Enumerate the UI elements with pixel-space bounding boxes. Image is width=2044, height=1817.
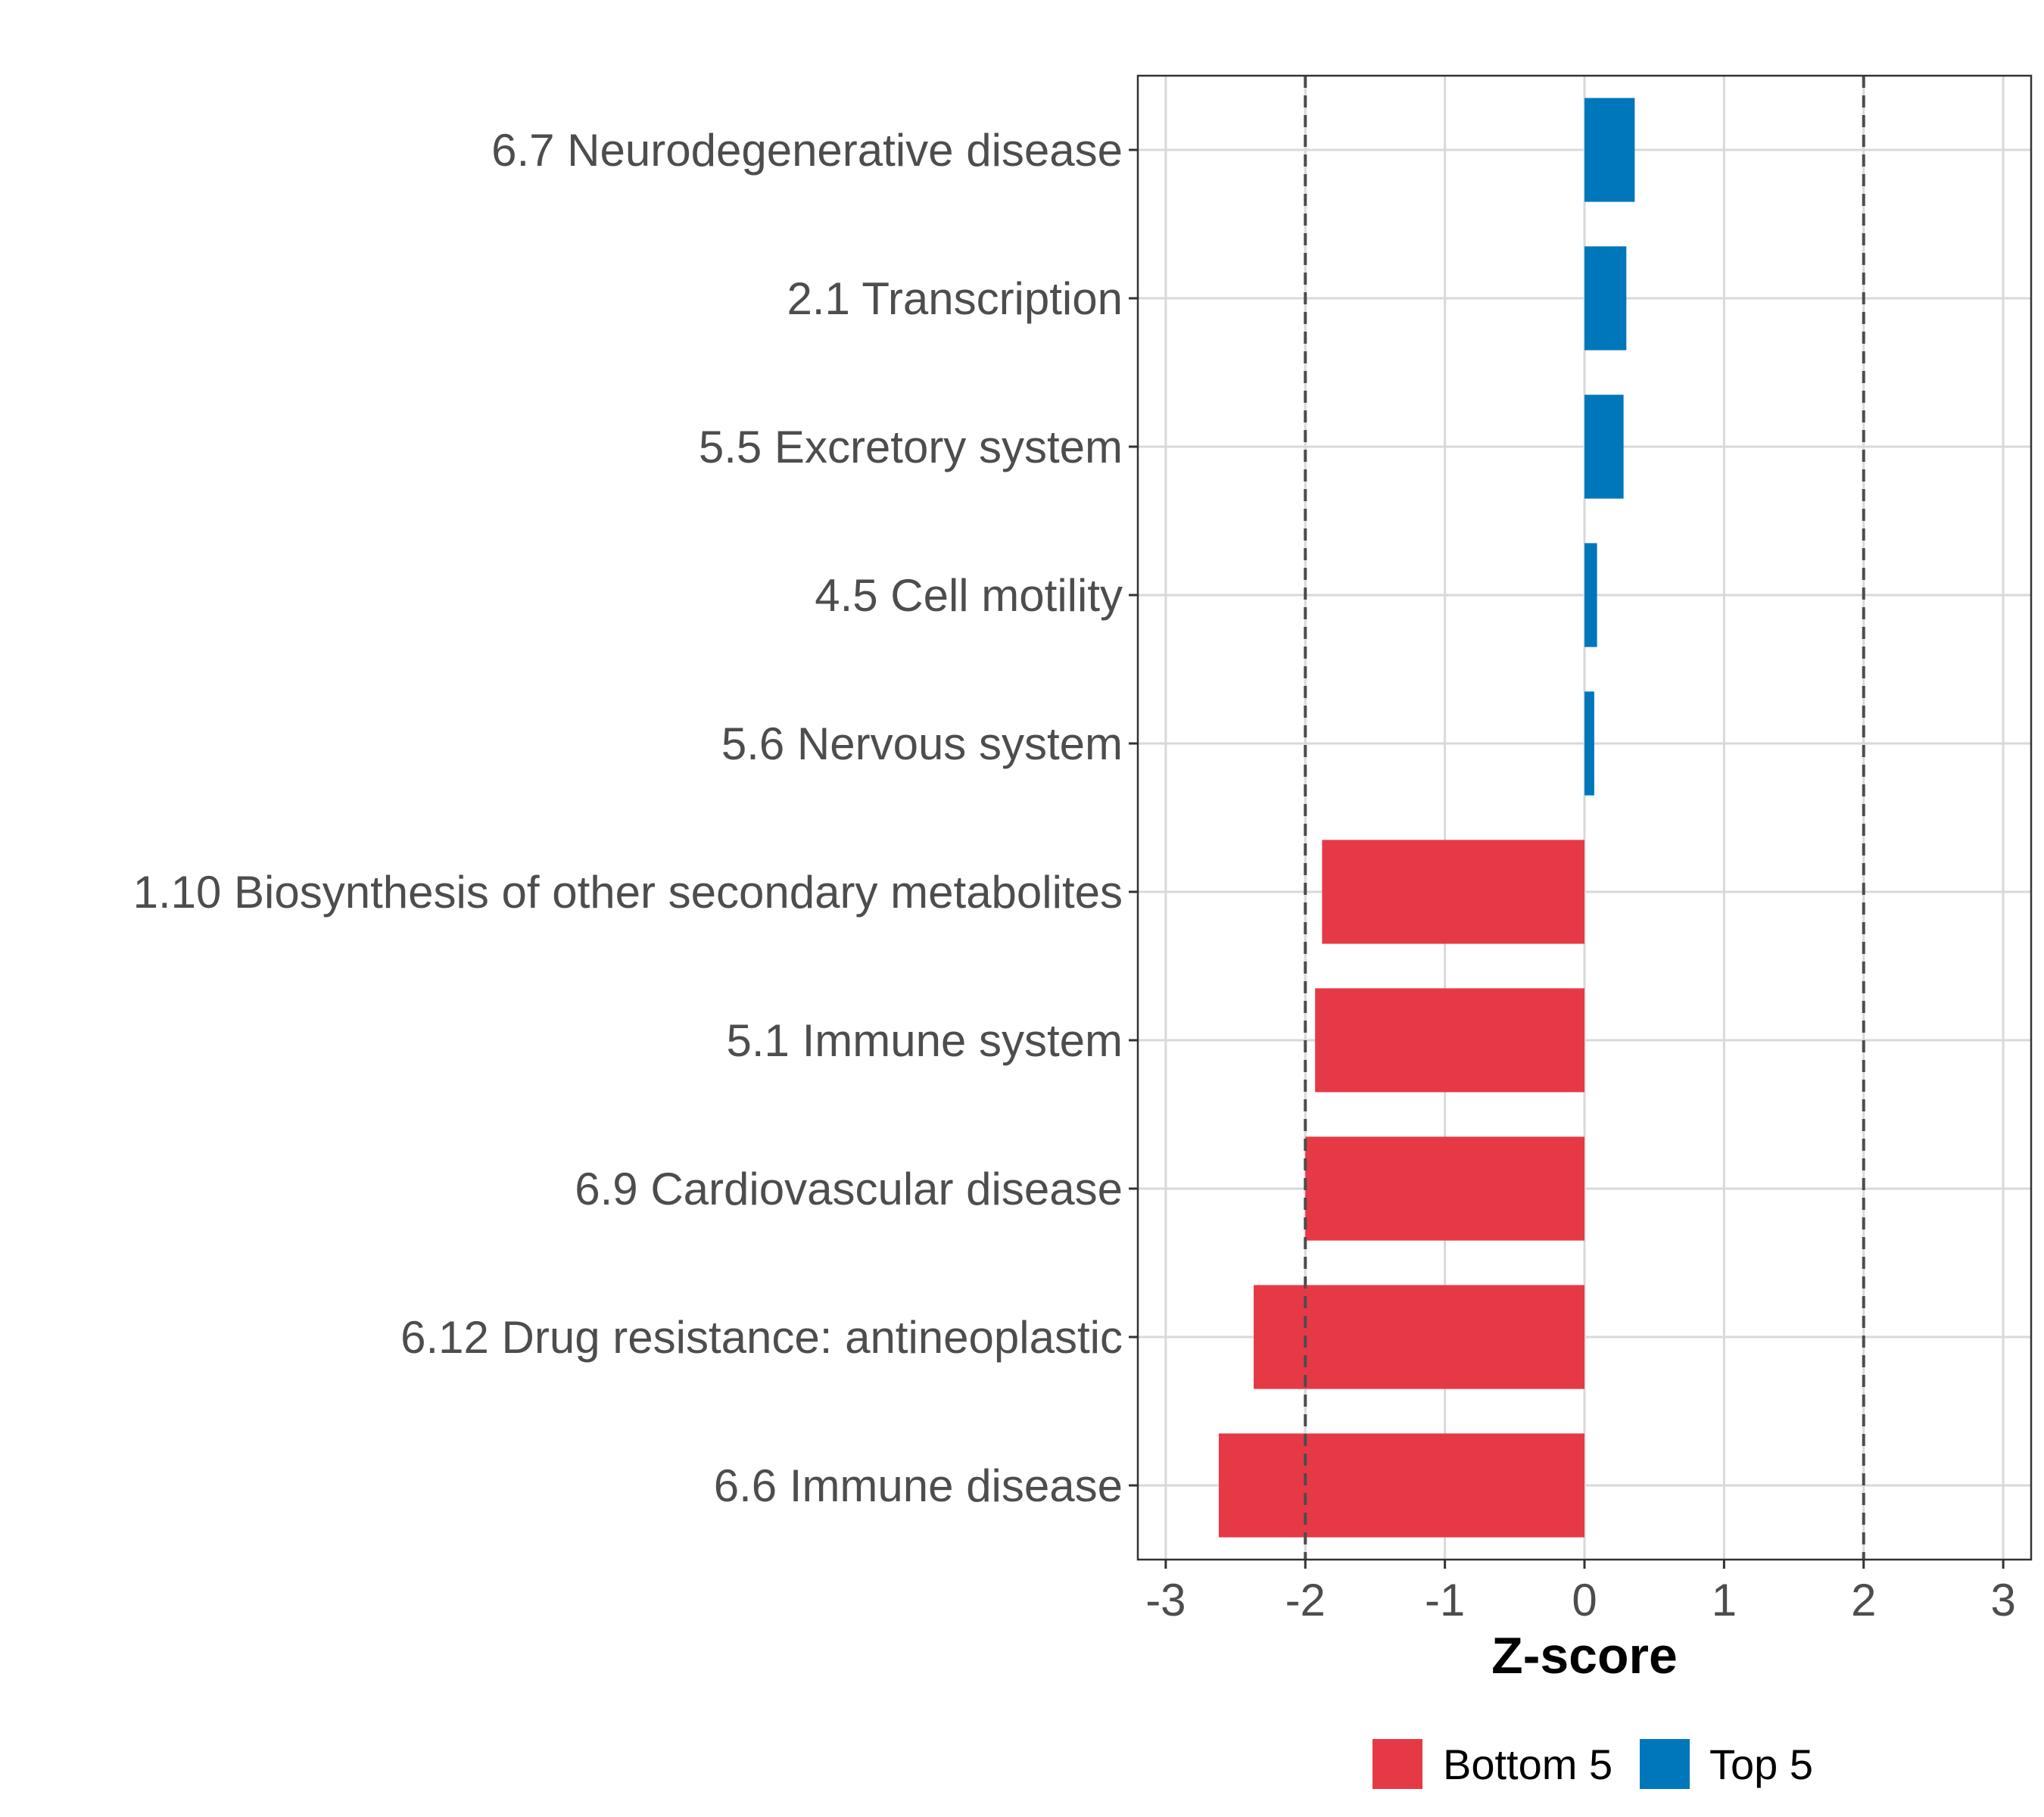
y-tick-label: 2.1 Transcription bbox=[787, 273, 1123, 324]
y-tick-label: 6.6 Immune disease bbox=[714, 1460, 1123, 1511]
bar-bottom-5 bbox=[1322, 840, 1584, 944]
legend-swatch-top-5 bbox=[1640, 1739, 1690, 1789]
y-tick-label: 5.1 Immune system bbox=[726, 1015, 1123, 1066]
x-tick-label: -3 bbox=[1145, 1575, 1186, 1625]
legend-label-bottom-5: Bottom 5 bbox=[1443, 1741, 1612, 1788]
legend-label-top-5: Top 5 bbox=[1709, 1741, 1813, 1788]
y-tick-label: 5.5 Excretory system bbox=[699, 422, 1123, 472]
bar-top-5 bbox=[1584, 691, 1594, 796]
x-tick-label: 0 bbox=[1572, 1575, 1597, 1625]
x-tick-label: 1 bbox=[1712, 1575, 1737, 1625]
bar-top-5 bbox=[1584, 98, 1635, 202]
y-axis: 6.7 Neurodegenerative disease 2.1 Transcr… bbox=[133, 125, 1138, 1511]
bar-bottom-5 bbox=[1218, 1433, 1584, 1538]
y-tick-label: 6.7 Neurodegenerative disease bbox=[491, 125, 1123, 176]
bar-top-5 bbox=[1584, 246, 1627, 351]
y-tick-label: 6.12 Drug resistance: antineoplastic bbox=[400, 1312, 1123, 1363]
y-tick-label: 6.9 Cardiovascular disease bbox=[575, 1164, 1123, 1214]
y-tick-label: 5.6 Nervous system bbox=[721, 718, 1123, 769]
bar-top-5 bbox=[1584, 394, 1624, 499]
reference-lines bbox=[1304, 76, 1865, 1560]
bar-bottom-5 bbox=[1254, 1285, 1584, 1389]
legend: Bottom 5 Top 5 bbox=[1373, 1739, 1813, 1789]
bars bbox=[1218, 98, 1635, 1538]
x-tick-label: 2 bbox=[1851, 1575, 1876, 1625]
legend-swatch-bottom-5 bbox=[1373, 1739, 1422, 1789]
x-tick-label: -1 bbox=[1425, 1575, 1465, 1625]
x-axis-title: Z-score bbox=[1491, 1627, 1678, 1685]
y-tick-label: 1.10 Biosynthesis of other secondary met… bbox=[133, 867, 1123, 918]
bar-bottom-5 bbox=[1305, 1136, 1584, 1241]
y-tick-label: 4.5 Cell motility bbox=[815, 570, 1123, 621]
x-tick-label: -2 bbox=[1285, 1575, 1326, 1625]
x-axis: -3 -2 -1 0 1 2 3 bbox=[1145, 1560, 2016, 1625]
bar-bottom-5 bbox=[1315, 988, 1584, 1092]
x-tick-label: 3 bbox=[1990, 1575, 2015, 1625]
bar-top-5 bbox=[1584, 543, 1597, 647]
